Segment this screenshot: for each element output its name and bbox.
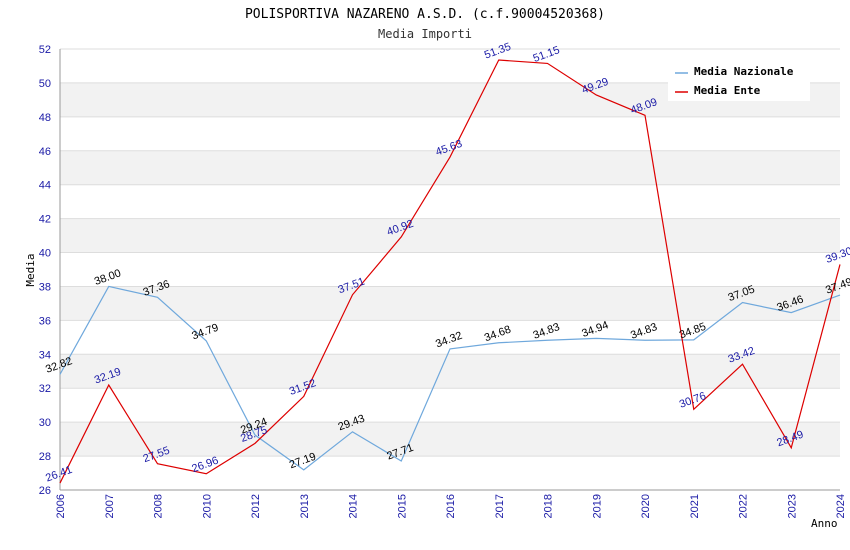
legend-label-nazionale: Media Nazionale [694,65,794,78]
x-tick-label: 2017 [494,494,506,518]
legend-label-ente: Media Ente [694,84,761,97]
x-tick-label: 2008 [153,494,165,518]
x-tick-label: 2023 [786,494,798,518]
y-tick-label: 48 [39,112,51,124]
y-tick-label: 36 [39,315,51,327]
x-tick-label: 2018 [543,494,555,518]
y-axis-label: Media [24,253,37,286]
legend-box [668,59,810,101]
x-axis-label: Anno [811,517,838,530]
legend: Media Nazionale Media Ente [668,59,810,101]
y-tick-label: 34 [39,349,51,361]
x-tick-label: 2021 [689,494,701,518]
x-tick-label: 2016 [445,494,457,518]
x-tick-label: 2006 [55,494,67,518]
x-ticks: 2006 2007 2008 2010 2012 2013 2014 2015 2016 2017… [55,494,847,518]
grid-band [60,422,840,457]
x-tick-label: 2024 [835,494,847,518]
x-tick-label: 2020 [640,494,652,518]
y-tick-label: 38 [39,281,51,293]
y-tick-label: 42 [39,214,51,226]
series-line-nazionale [59,285,841,471]
grid-band [60,218,840,253]
x-tick-label: 2007 [104,494,116,518]
x-tick-label: 2010 [201,494,213,518]
grid-band [60,354,840,389]
x-tick-label: 2015 [396,494,408,518]
x-tick-label: 2022 [738,494,750,518]
chart-subtitle: Media Importi [378,27,472,41]
x-tick-label: 2014 [348,494,360,518]
y-ticks: 26 28 30 32 34 36 38 40 42 44 46 48 50 52 [39,44,51,497]
x-tick-label: 2019 [591,494,603,518]
x-tick-label: 2013 [299,494,311,518]
y-tick-label: 44 [39,180,51,192]
y-tick-label: 52 [39,44,51,56]
y-tick-label: 30 [39,417,51,429]
x-tick-label: 2012 [250,494,262,518]
y-tick-label: 28 [39,451,51,463]
y-tick-label: 26 [39,485,51,497]
y-tick-label: 46 [39,146,51,158]
grid-band [60,286,840,321]
y-tick-label: 32 [39,383,51,395]
chart-title: POLISPORTIVA NAZARENO A.S.D. (c.f.900045… [245,7,605,22]
y-tick-label: 40 [39,248,51,260]
y-tick-label: 50 [39,78,51,90]
grid-bands [60,82,840,457]
series-line-ente [59,59,841,484]
series-lines [59,59,841,484]
